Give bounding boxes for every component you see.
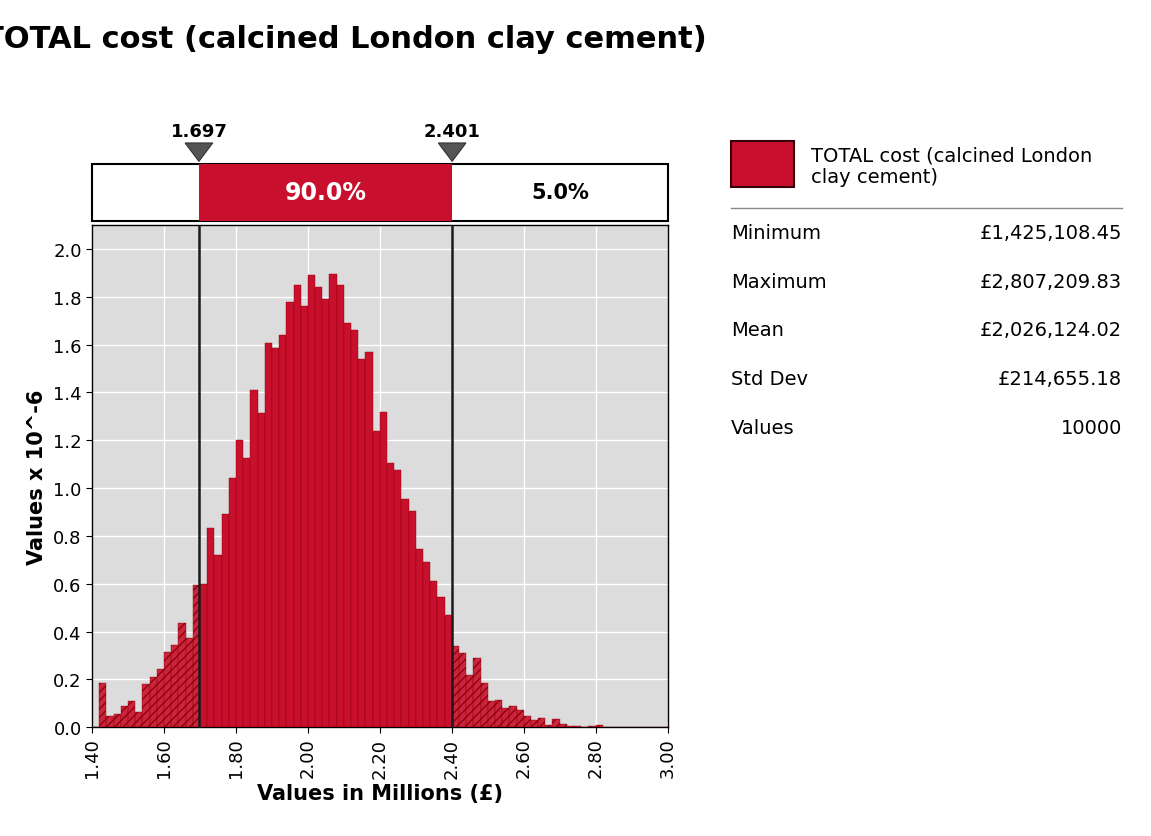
Bar <box>387 463 394 727</box>
Bar <box>258 413 265 727</box>
Bar <box>294 285 300 727</box>
Bar <box>488 701 495 727</box>
Bar <box>150 677 157 727</box>
Text: Std Dev: Std Dev <box>731 370 808 389</box>
Bar <box>574 726 581 727</box>
Bar <box>279 335 287 727</box>
Bar <box>136 711 143 727</box>
Text: 5.0%: 5.0% <box>531 183 589 203</box>
Bar <box>329 275 337 727</box>
Bar <box>451 646 459 727</box>
Bar <box>315 288 322 727</box>
Bar <box>422 563 430 727</box>
Bar <box>437 597 444 727</box>
Bar <box>163 652 171 727</box>
Bar <box>192 585 200 727</box>
Bar <box>322 300 329 727</box>
Bar <box>307 276 315 727</box>
Bar <box>552 719 559 727</box>
Bar <box>409 511 416 727</box>
Bar <box>559 724 566 727</box>
Bar <box>495 700 502 727</box>
Bar <box>531 720 538 727</box>
Text: TOTAL cost (calcined London
clay cement): TOTAL cost (calcined London clay cement) <box>811 146 1092 187</box>
Text: Minimum: Minimum <box>731 224 821 243</box>
Text: £1,425,108.45: £1,425,108.45 <box>980 224 1122 243</box>
Bar <box>596 725 603 727</box>
Bar <box>272 349 279 727</box>
Bar <box>265 344 272 727</box>
Bar <box>243 459 250 727</box>
Bar <box>221 515 229 727</box>
Bar <box>200 584 207 727</box>
Text: £2,026,124.02: £2,026,124.02 <box>981 321 1122 340</box>
Bar <box>121 706 128 727</box>
Bar <box>416 549 422 727</box>
Bar <box>473 658 480 727</box>
Bar <box>538 718 546 727</box>
Bar <box>143 685 150 727</box>
Bar <box>394 471 402 727</box>
Bar <box>236 441 243 727</box>
Bar <box>128 701 135 727</box>
Text: 90.0%: 90.0% <box>284 181 366 205</box>
Bar <box>178 624 185 727</box>
Bar <box>229 479 236 727</box>
Bar <box>366 352 373 727</box>
Bar <box>250 390 258 727</box>
Bar <box>517 711 524 727</box>
Text: Mean: Mean <box>731 321 784 340</box>
Text: 2.401: 2.401 <box>424 122 481 140</box>
Bar <box>171 645 178 727</box>
Bar <box>287 302 294 727</box>
Bar <box>459 653 466 727</box>
Bar <box>480 683 488 727</box>
Bar <box>402 499 409 727</box>
Bar <box>114 714 121 727</box>
Text: £214,655.18: £214,655.18 <box>998 370 1122 389</box>
X-axis label: Values in Millions (£): Values in Millions (£) <box>257 783 503 803</box>
Bar <box>214 555 221 727</box>
Text: Maximum: Maximum <box>731 273 826 292</box>
Bar <box>466 675 473 727</box>
Bar <box>566 726 574 727</box>
Bar <box>524 716 531 727</box>
Bar <box>336 285 344 727</box>
Bar <box>351 331 358 727</box>
Text: 10000: 10000 <box>1061 418 1122 437</box>
Text: TOTAL cost (calcined London clay cement): TOTAL cost (calcined London clay cement) <box>0 25 707 54</box>
Text: Values: Values <box>731 418 794 437</box>
Bar <box>300 307 307 727</box>
Text: £2,807,209.83: £2,807,209.83 <box>981 273 1122 292</box>
Bar <box>107 716 114 727</box>
Bar <box>373 431 380 727</box>
Bar <box>509 706 517 727</box>
Bar <box>157 669 163 727</box>
Bar <box>502 708 509 727</box>
Bar <box>344 324 351 727</box>
Bar <box>546 725 552 727</box>
Bar <box>99 683 107 727</box>
Bar <box>430 582 437 727</box>
Bar <box>380 412 387 727</box>
Bar <box>207 528 214 727</box>
Y-axis label: Values x 10^-6: Values x 10^-6 <box>28 389 47 564</box>
Text: 1.697: 1.697 <box>170 122 228 140</box>
Bar <box>185 638 192 727</box>
Bar <box>444 615 451 727</box>
Bar <box>358 359 366 727</box>
Bar <box>588 726 595 727</box>
